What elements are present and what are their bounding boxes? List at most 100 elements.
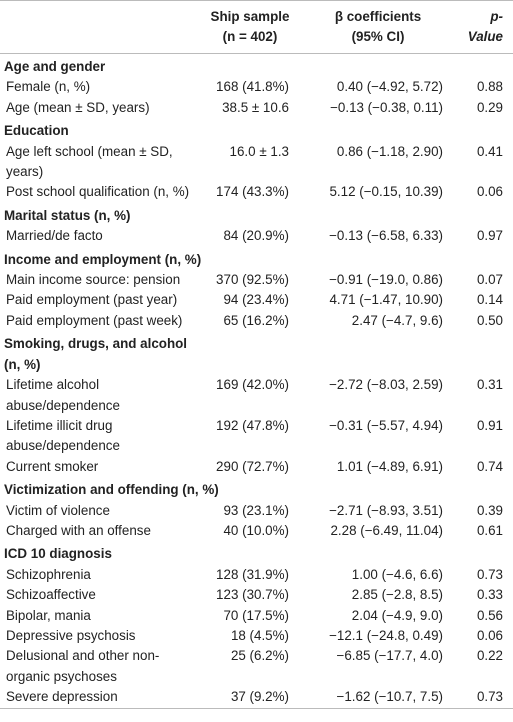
p-cell: 0.39 <box>476 502 503 518</box>
p-cell: 0.22 <box>476 648 503 664</box>
data-row: Delusional and other non-organic psychos… <box>0 646 513 687</box>
section-title: Education <box>4 123 69 139</box>
label-cell: Victim of violence <box>6 502 110 518</box>
beta-cell: −0.91 (−19.0, 0.86) <box>329 272 443 288</box>
beta-cell: −0.13 (−0.38, 0.11) <box>330 99 443 115</box>
data-row: Paid employment (past year) 94 (23.4%) 4.7… <box>0 290 513 310</box>
header-cell: β coefficients (95% CI) <box>301 0 455 54</box>
sample-cell: 168 (41.8%) <box>216 79 289 95</box>
beta-cell: −12.1 (−24.8, 0.49) <box>329 627 443 643</box>
label-cell: Paid employment (past year) <box>6 292 178 308</box>
beta-cell: −1.62 (−10.7, 7.5) <box>336 689 443 705</box>
label-cell: Married/de facto <box>6 228 103 244</box>
section-title: Marital status (n, %) <box>4 207 131 223</box>
beta-cell: −6.85 (−17.7, 4.0) <box>336 648 443 664</box>
data-row: Charged with an offense 40 (10.0%) 2.28 (−… <box>0 521 513 541</box>
label-cell: Age left school (mean ± SD, years) <box>6 143 173 180</box>
section-title: Income and employment (n, %) <box>4 251 202 267</box>
sample-cell: 37 (9.2%) <box>230 689 289 705</box>
beta-cell: 1.00 (−4.6, 6.6) <box>351 566 443 582</box>
data-row: Paid employment (past week) 65 (16.2%) 2.4… <box>0 311 513 331</box>
sample-cell: 192 (47.8%) <box>216 417 289 433</box>
section-title: Smoking, drugs, and alcohol (n, %) <box>4 336 188 372</box>
sample-cell: 18 (4.5%) <box>230 627 289 643</box>
beta-cell: −2.72 (−8.03, 2.59) <box>329 377 443 393</box>
beta-cell: 0.40 (−4.92, 5.72) <box>336 79 443 95</box>
p-cell: 0.73 <box>476 689 503 705</box>
label-cell: Schizoaffective <box>6 587 96 603</box>
sample-cell: 25 (6.2%) <box>230 648 289 664</box>
data-row: Post school qualification (n, %) 174 (43.… <box>0 182 513 202</box>
label-cell: Post school qualification (n, %) <box>6 184 190 200</box>
section-row: Education <box>0 118 513 141</box>
data-row: Age left school (mean ± SD, years) 16.0 ±… <box>0 142 513 183</box>
data-row: Lifetime illicit drug abuse/dependence 19… <box>0 416 513 457</box>
p-cell: 0.61 <box>476 522 503 538</box>
p-cell: 0.29 <box>476 99 503 115</box>
data-row: Severe depression 37 (9.2%) −1.62 (−10.7, … <box>0 687 513 708</box>
sample-cell: 174 (43.3%) <box>216 184 289 200</box>
data-row: Bipolar, mania 70 (17.5%) 2.04 (−4.9, 9.0)… <box>0 606 513 626</box>
p-cell: 0.06 <box>476 627 503 643</box>
section-row: Victimization and offending (n, %) <box>0 477 513 500</box>
data-row: Lifetime alcohol abuse/dependence 169 (42… <box>0 375 513 416</box>
sample-cell: 370 (92.5%) <box>216 272 289 288</box>
section-row: Income and employment (n, %) <box>0 247 513 270</box>
beta-cell: 2.28 (−6.49, 11.04) <box>330 522 443 538</box>
beta-cell: −0.13 (−6.58, 6.33) <box>329 228 443 244</box>
sample-cell: 40 (10.0%) <box>223 522 289 538</box>
data-row: Schizophrenia 128 (31.9%) 1.00 (−4.6, 6.6)… <box>0 565 513 585</box>
section-row: Age and gender <box>0 54 513 78</box>
label-cell: Current smoker <box>6 458 99 474</box>
label-cell: Female (n, %) <box>6 79 91 95</box>
data-row: Main income source: pension 370 (92.5%) −0… <box>0 270 513 290</box>
data-row: Depressive psychosis 18 (4.5%) −12.1 (−24.… <box>0 626 513 646</box>
label-cell: Main income source: pension <box>6 272 181 288</box>
table-body: Age and gender Female (n, %) 168 (41.8%) 0.… <box>0 54 513 709</box>
sample-cell: 290 (72.7%) <box>216 458 289 474</box>
section-title: ICD 10 diagnosis <box>4 546 112 562</box>
label-cell: Bipolar, mania <box>6 607 91 623</box>
section-row: Marital status (n, %) <box>0 203 513 226</box>
beta-cell: 2.04 (−4.9, 9.0) <box>351 607 443 623</box>
header-cell <box>0 0 199 54</box>
p-cell: 0.41 <box>476 143 503 159</box>
sample-cell: 70 (17.5%) <box>223 607 289 623</box>
sample-cell: 38.5 ± 10.6 <box>222 99 289 115</box>
data-row: Victim of violence 93 (23.1%) −2.71 (−8.93… <box>0 501 513 521</box>
section-row: Smoking, drugs, and alcohol (n, %) <box>0 331 513 375</box>
p-cell: 0.88 <box>476 79 503 95</box>
p-cell: 0.31 <box>476 377 503 393</box>
p-cell: 0.74 <box>476 458 503 474</box>
header-cell: Ship sample (n = 402) <box>199 0 301 54</box>
p-cell: 0.91 <box>476 417 503 433</box>
beta-cell: 5.12 (−0.15, 10.39) <box>329 184 443 200</box>
sample-cell: 84 (20.9%) <box>223 228 289 244</box>
label-cell: Charged with an offense <box>6 522 151 538</box>
p-cell: 0.33 <box>476 587 503 603</box>
p-cell: 0.06 <box>476 184 503 200</box>
beta-cell: 2.47 (−4.7, 9.6) <box>351 312 443 328</box>
section-title: Victimization and offending (n, %) <box>4 482 219 498</box>
label-cell: Lifetime illicit drug abuse/dependence <box>6 417 120 454</box>
label-cell: Lifetime alcohol abuse/dependence <box>6 377 120 413</box>
p-cell: 0.56 <box>476 607 503 623</box>
data-row: Current smoker 290 (72.7%) 1.01 (−4.89, 6.… <box>0 457 513 477</box>
p-cell: 0.97 <box>476 228 503 244</box>
beta-cell: 1.01 (−4.89, 6.91) <box>336 458 443 474</box>
label-cell: Age (mean ± SD, years) <box>6 99 150 115</box>
sample-cell: 123 (30.7%) <box>216 587 289 603</box>
label-cell: Severe depression <box>6 689 118 705</box>
header-row: Ship sample (n = 402) β coefficients (95%… <box>0 0 513 54</box>
beta-cell: 4.71 (−1.47, 10.90) <box>329 292 443 308</box>
sample-cell: 94 (23.4%) <box>223 292 289 308</box>
sample-cell: 169 (42.0%) <box>216 377 289 393</box>
p-cell: 0.07 <box>476 272 503 288</box>
beta-cell: −0.31 (−5.57, 4.94) <box>329 417 443 433</box>
section-filler <box>199 331 513 375</box>
beta-cell: 2.85 (−2.8, 8.5) <box>351 587 443 603</box>
data-row: Schizoaffective 123 (30.7%) 2.85 (−2.8, 8.… <box>0 585 513 605</box>
data-row: Married/de facto 84 (20.9%) −0.13 (−6.58, … <box>0 226 513 246</box>
